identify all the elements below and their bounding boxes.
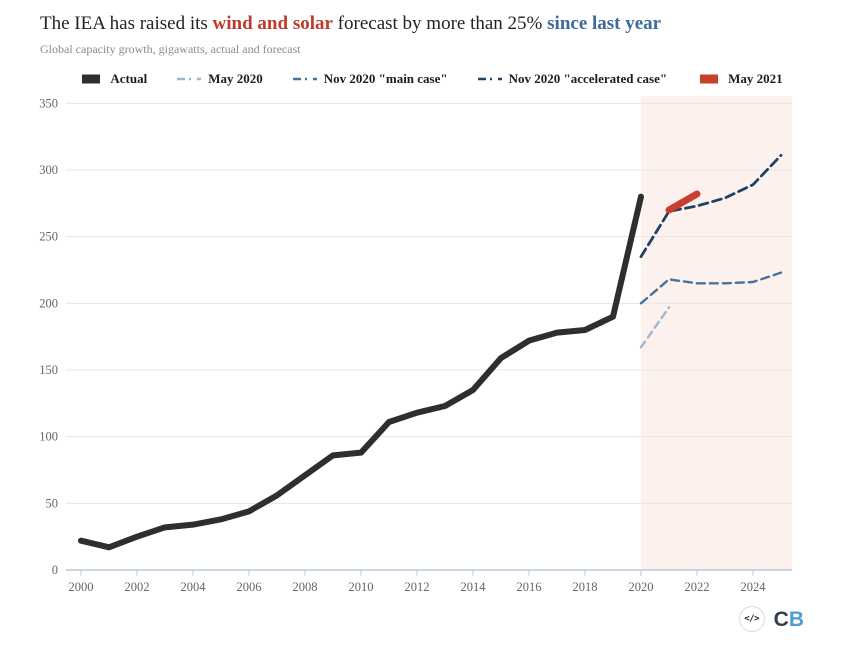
y-axis-label: 200 bbox=[39, 296, 58, 310]
x-axis-label: 2008 bbox=[293, 580, 318, 594]
x-axis-label: 2016 bbox=[517, 580, 542, 594]
legend-dash-nov-2020-main-case bbox=[292, 74, 317, 84]
y-axis-label: 100 bbox=[39, 430, 58, 444]
legend-item-nov-2020-accelerated-case[interactable]: Nov 2020 "accelerated case" bbox=[477, 71, 668, 87]
x-axis-label: 2002 bbox=[125, 580, 150, 594]
legend-label: Nov 2020 "main case" bbox=[323, 71, 448, 86]
x-axis-label: 2020 bbox=[629, 580, 654, 594]
series-may-2021 bbox=[665, 190, 701, 214]
legend-item-may-2020[interactable]: May 2020 bbox=[177, 71, 263, 87]
series-nov-2020-accelerated-case bbox=[639, 153, 783, 259]
chart-legend: Actual May 2020 Nov 2020 "main case" Nov… bbox=[0, 66, 862, 92]
x-axis-label: 2014 bbox=[461, 580, 487, 594]
chart-title: The IEA has raised its wind and solar fo… bbox=[40, 12, 830, 36]
series-nov-2020-main-case bbox=[639, 271, 783, 305]
y-axis-label: 50 bbox=[46, 496, 59, 510]
chart-subtitle: Global capacity growth, gigawatts, actua… bbox=[40, 41, 301, 56]
x-axis-label: 2004 bbox=[181, 580, 207, 594]
forecast-region bbox=[641, 96, 793, 570]
y-axis-label: 150 bbox=[39, 363, 58, 377]
legend-item-actual[interactable]: Actual bbox=[79, 71, 147, 87]
legend-swatch-actual bbox=[79, 74, 103, 84]
legend-swatch-may-2021 bbox=[697, 74, 721, 84]
y-axis-label: 250 bbox=[39, 230, 58, 244]
legend-label: Nov 2020 "accelerated case" bbox=[508, 71, 668, 86]
title-text: The IEA has raised its bbox=[40, 13, 213, 34]
legend-dash-nov-2020-accelerated-case bbox=[477, 74, 502, 84]
x-axis-label: 2010 bbox=[349, 580, 374, 594]
code-icon: </> bbox=[744, 614, 760, 624]
carbonbrief-logo[interactable]: CB bbox=[774, 609, 804, 630]
x-axis-label: 2000 bbox=[69, 580, 94, 594]
legend-label: Actual bbox=[110, 71, 148, 86]
legend-dash-may-2020 bbox=[177, 74, 202, 84]
y-axis-label: 300 bbox=[39, 163, 58, 177]
title-text: forecast by more than 25% bbox=[332, 13, 548, 34]
footer: </> CB bbox=[738, 604, 804, 634]
logo-letter-b: B bbox=[788, 607, 804, 631]
chart-header: The IEA has raised its wind and solar fo… bbox=[40, 12, 830, 57]
x-axis-label: 2018 bbox=[573, 580, 598, 594]
series-may-2020 bbox=[639, 306, 671, 349]
y-axis-label: 0 bbox=[52, 563, 58, 577]
x-axis-label: 2006 bbox=[237, 580, 262, 594]
x-axis-label: 2024 bbox=[741, 580, 767, 594]
x-axis-label: 2012 bbox=[405, 580, 430, 594]
legend-item-may-2021[interactable]: May 2021 bbox=[697, 71, 783, 87]
legend-item-nov-2020-main-case[interactable]: Nov 2020 "main case" bbox=[292, 71, 448, 87]
legend-label: May 2020 bbox=[208, 71, 263, 86]
title-highlight-blue: since last year bbox=[547, 13, 662, 34]
legend-label: May 2021 bbox=[728, 71, 783, 86]
title-highlight-red: wind and solar bbox=[212, 13, 333, 34]
embed-code-button[interactable]: </> bbox=[738, 606, 765, 632]
logo-letter-c: C bbox=[773, 607, 789, 631]
y-axis-label: 350 bbox=[39, 96, 58, 110]
x-axis-label: 2022 bbox=[685, 580, 710, 594]
series-actual bbox=[78, 193, 644, 551]
